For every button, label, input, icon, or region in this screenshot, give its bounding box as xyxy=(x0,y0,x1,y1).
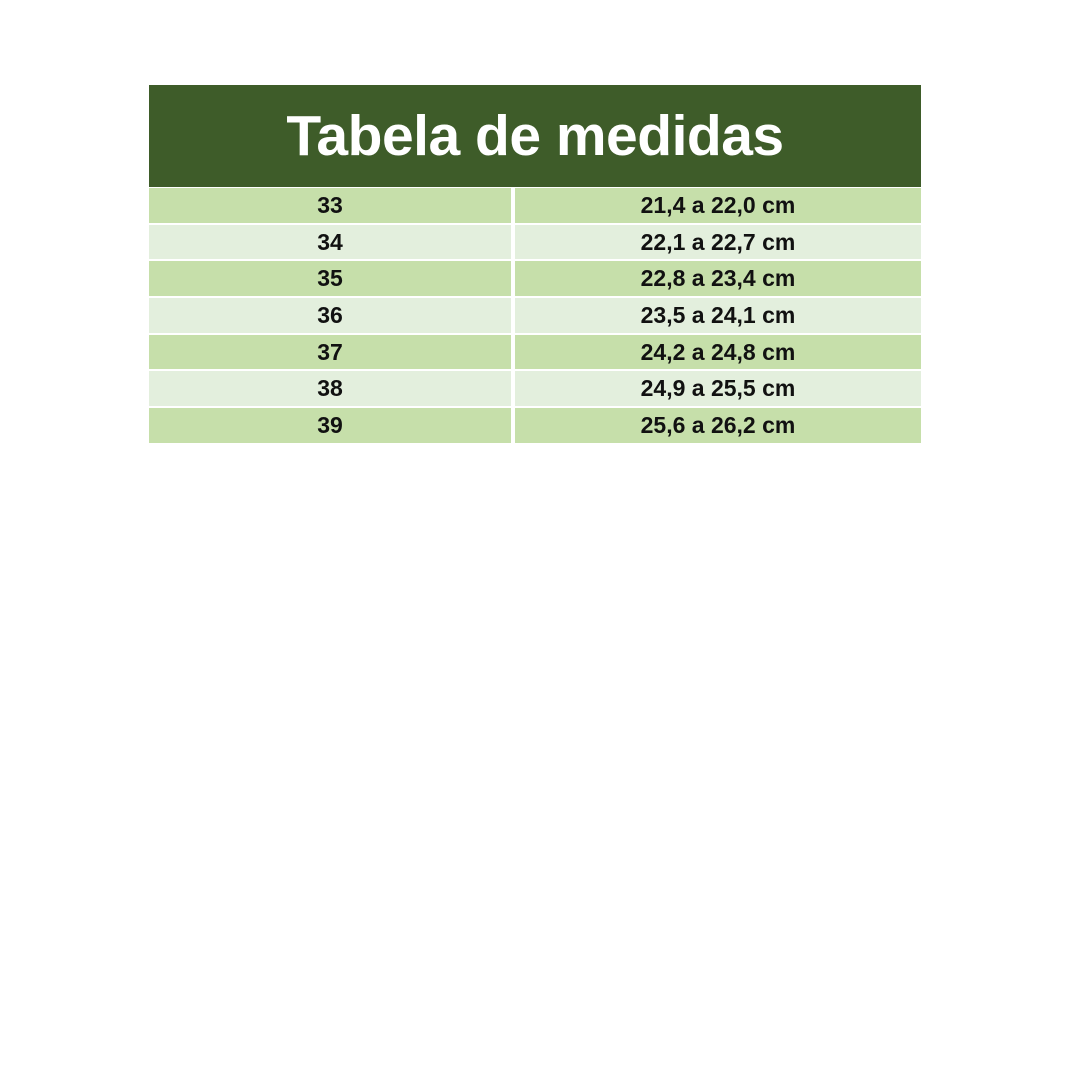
cell-size: 38 xyxy=(149,371,511,407)
cell-measure: 24,2 a 24,8 cm xyxy=(515,334,921,370)
column-divider xyxy=(511,408,515,443)
column-divider xyxy=(511,188,515,223)
size-measurement-table: Tabela de medidas 33 21,4 a 22,0 cm 34 22,1… xyxy=(149,85,921,443)
cell-size: 35 xyxy=(149,261,511,297)
cell-measure: 22,1 a 22,7 cm xyxy=(515,224,921,260)
table-row: 39 25,6 a 26,2 cm xyxy=(149,408,921,443)
column-divider xyxy=(511,334,515,370)
table-row: 35 22,8 a 23,4 cm xyxy=(149,261,921,297)
table-row: 37 24,2 a 24,8 cm xyxy=(149,334,921,370)
column-divider xyxy=(511,298,515,333)
table-row: 36 23,5 a 24,1 cm xyxy=(149,298,921,333)
cell-size: 37 xyxy=(149,334,511,370)
table-body: 33 21,4 a 22,0 cm 34 22,1 a 22,7 cm 35 22,8 a… xyxy=(149,187,921,443)
cell-size: 34 xyxy=(149,224,511,260)
table-row: 38 24,9 a 25,5 cm xyxy=(149,371,921,407)
cell-measure: 24,9 a 25,5 cm xyxy=(515,371,921,407)
column-divider xyxy=(511,371,515,407)
cell-measure: 22,8 a 23,4 cm xyxy=(515,261,921,297)
cell-size: 36 xyxy=(149,298,511,333)
cell-size: 39 xyxy=(149,408,511,443)
column-divider xyxy=(511,224,515,260)
column-divider xyxy=(511,261,515,297)
cell-measure: 21,4 a 22,0 cm xyxy=(515,188,921,223)
cell-measure: 23,5 a 24,1 cm xyxy=(515,298,921,333)
cell-measure: 25,6 a 26,2 cm xyxy=(515,408,921,443)
table-header-band: Tabela de medidas xyxy=(149,85,921,187)
cell-size: 33 xyxy=(149,188,511,223)
table-row: 34 22,1 a 22,7 cm xyxy=(149,224,921,260)
table-row: 33 21,4 a 22,0 cm xyxy=(149,188,921,223)
page-title: Tabela de medidas xyxy=(286,103,784,168)
